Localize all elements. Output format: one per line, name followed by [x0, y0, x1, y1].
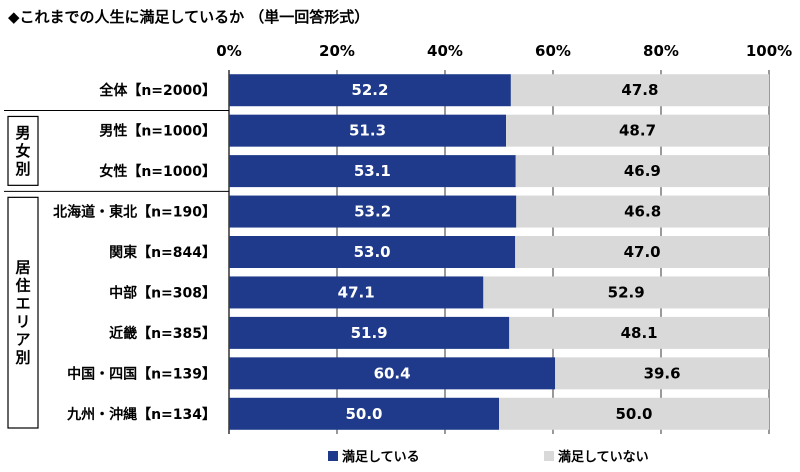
bar-satisfied [229, 357, 556, 390]
data-label: 48.1 [621, 324, 658, 342]
bar-not-satisfied [516, 195, 769, 228]
data-label: 53.2 [354, 203, 391, 221]
bar-satisfied [229, 155, 516, 188]
data-label: 47.1 [338, 283, 375, 301]
data-label: 52.9 [608, 283, 645, 301]
bar-satisfied [229, 236, 516, 268]
legend-label-not-satisfied: 満足していない [558, 450, 649, 465]
group-box-2 [7, 196, 39, 429]
group-box-1 [7, 115, 39, 186]
data-label: 48.7 [619, 122, 656, 140]
legend-swatch-not-satisfied [544, 450, 554, 461]
category-label: 北海道・東北【n=190】 [53, 204, 216, 221]
bar-not-satisfied [510, 74, 769, 107]
bar-not-satisfied [515, 155, 769, 188]
data-label: 51.9 [351, 324, 388, 342]
bar-not-satisfied [555, 357, 769, 390]
data-label: 60.4 [374, 364, 411, 382]
legend-item-not-satisfied: 満足していない [544, 446, 649, 465]
bar-not-satisfied [483, 276, 769, 309]
data-label: 39.6 [644, 364, 681, 382]
data-label: 47.8 [621, 81, 658, 99]
data-label: 46.8 [624, 203, 661, 221]
data-label: 47.0 [624, 243, 661, 261]
legend-label-satisfied: 満足している [342, 450, 420, 465]
data-label: 50.0 [345, 405, 382, 423]
bar-satisfied [229, 74, 511, 107]
data-label: 51.3 [349, 122, 386, 140]
data-label: 53.1 [354, 162, 391, 180]
data-label: 52.2 [351, 81, 388, 99]
category-label: 関東【n=844】 [109, 244, 216, 261]
legend-item-satisfied: 満足している [328, 446, 420, 465]
x-tick-label: 0% [216, 42, 241, 60]
x-tick-label: 100% [746, 42, 792, 60]
data-label: 46.9 [624, 162, 661, 180]
x-tick-label: 60% [535, 42, 571, 60]
group-label-2: 居住エリア別 [14, 259, 30, 367]
category-label: 全体【n=2000】 [98, 82, 216, 99]
bar-not-satisfied [515, 236, 769, 268]
x-tick-label: 20% [319, 42, 355, 60]
category-label: 九州・沖縄【n=134】 [66, 406, 216, 423]
chart-title: ◆これまでの人生に満足しているか （単一回答形式） [8, 8, 370, 26]
bar-satisfied [229, 397, 499, 430]
category-label: 中国・四国【n=139】 [67, 365, 216, 382]
bar-satisfied [229, 195, 517, 228]
bar-not-satisfied [509, 316, 769, 349]
x-tick-label: 40% [427, 42, 463, 60]
bar-satisfied [229, 276, 484, 309]
bar-not-satisfied [506, 114, 769, 147]
category-label: 女性【n=1000】 [99, 163, 216, 180]
bar-satisfied [229, 114, 507, 147]
group-label-1: 男女別 [14, 124, 30, 178]
bar-not-satisfied [499, 397, 769, 430]
category-label: 近畿【n=385】 [109, 325, 216, 342]
category-label: 中部【n=308】 [109, 284, 216, 301]
legend-swatch-satisfied [328, 450, 338, 461]
data-label: 50.0 [615, 405, 652, 423]
data-label: 53.0 [354, 243, 391, 261]
category-label: 男性【n=1000】 [99, 123, 216, 140]
x-tick-label: 80% [643, 42, 679, 60]
bar-satisfied [229, 316, 510, 349]
